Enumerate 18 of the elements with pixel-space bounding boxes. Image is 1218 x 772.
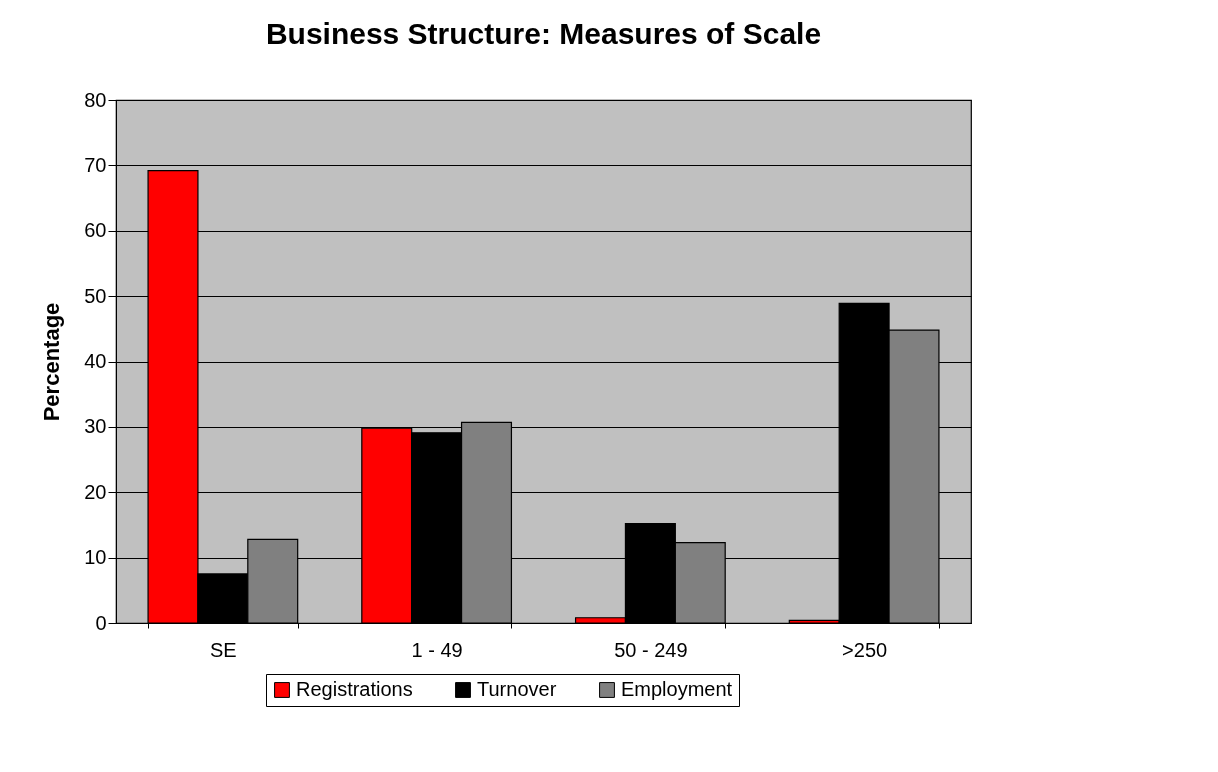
y-tick-label: 50 (84, 284, 107, 307)
y-tick-label: 0 (95, 611, 107, 634)
y-tick-label: 70 (84, 153, 107, 176)
legend-label: Registrations (296, 678, 413, 700)
y-tick-label: 80 (84, 88, 107, 111)
x-tick-label: 1 - 49 (411, 638, 463, 661)
y-tick-label: 20 (84, 480, 107, 503)
legend-label: Turnover (477, 678, 557, 700)
y-tick-label: 10 (84, 546, 107, 569)
legend-label: Employment (621, 678, 733, 700)
y-tick-label: 60 (84, 219, 107, 242)
x-tick-label: SE (210, 638, 237, 661)
y-axis-title: Percentage (39, 302, 65, 422)
x-tick-label: 50 - 249 (614, 638, 688, 661)
y-tick-label: 30 (84, 415, 107, 438)
x-tick-label: >250 (842, 638, 888, 661)
chart-title: Business Structure: Measures of Scale (265, 17, 822, 50)
y-tick-label: 40 (84, 350, 107, 372)
